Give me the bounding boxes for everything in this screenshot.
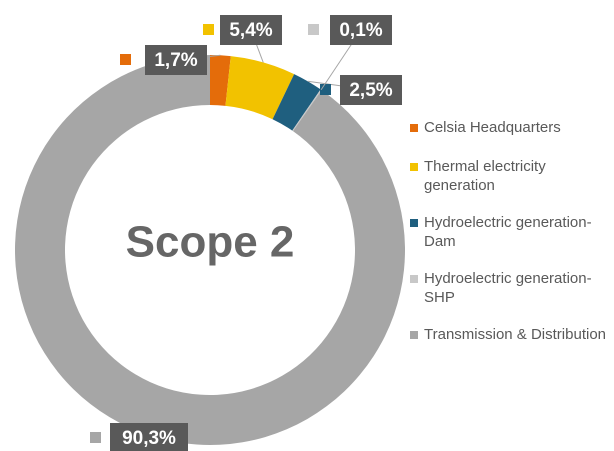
legend-swatch [410, 331, 418, 339]
legend-label: Hydroelectric generation-Dam [424, 214, 592, 250]
legend-swatch [410, 219, 418, 227]
label-marker [120, 54, 131, 65]
donut-segment [225, 56, 295, 120]
legend-label: Transmission & Distribution [424, 326, 606, 343]
data-label: 90,3% [122, 428, 176, 449]
donut-segment [210, 55, 231, 106]
label-marker [90, 432, 101, 443]
legend-item: Celsia Headquarters [408, 118, 608, 137]
legend-item: Hydroelectric generation-SHP [408, 269, 608, 307]
legend-label: Thermal electricity generation [424, 158, 546, 194]
label-box [340, 75, 402, 105]
legend: Celsia Headquarters Thermal electricity g… [408, 118, 608, 344]
legend-label: Celsia Headquarters [424, 119, 561, 136]
legend-label: Hydroelectric generation-SHP [424, 270, 592, 306]
label-marker [203, 24, 214, 35]
label-marker [320, 84, 331, 95]
label-box [110, 423, 188, 451]
label-box [330, 15, 392, 45]
donut-segment [292, 89, 322, 132]
legend-swatch [410, 124, 418, 132]
data-label: 5,4% [229, 20, 272, 41]
legend-swatch [410, 163, 418, 171]
center-label: Scope 2 [126, 218, 295, 267]
legend-item: Hydroelectric generation-Dam [408, 213, 608, 251]
data-label: 1,7% [154, 50, 197, 71]
legend-item: Transmission & Distribution [408, 325, 608, 344]
data-label: 0,1% [339, 20, 382, 41]
data-label: 2,5% [349, 80, 392, 101]
label-box [220, 15, 282, 45]
donut-segment [272, 74, 321, 131]
legend-swatch [410, 275, 418, 283]
label-box [145, 45, 207, 75]
legend-item: Thermal electricity generation [408, 157, 608, 195]
label-marker [308, 24, 319, 35]
